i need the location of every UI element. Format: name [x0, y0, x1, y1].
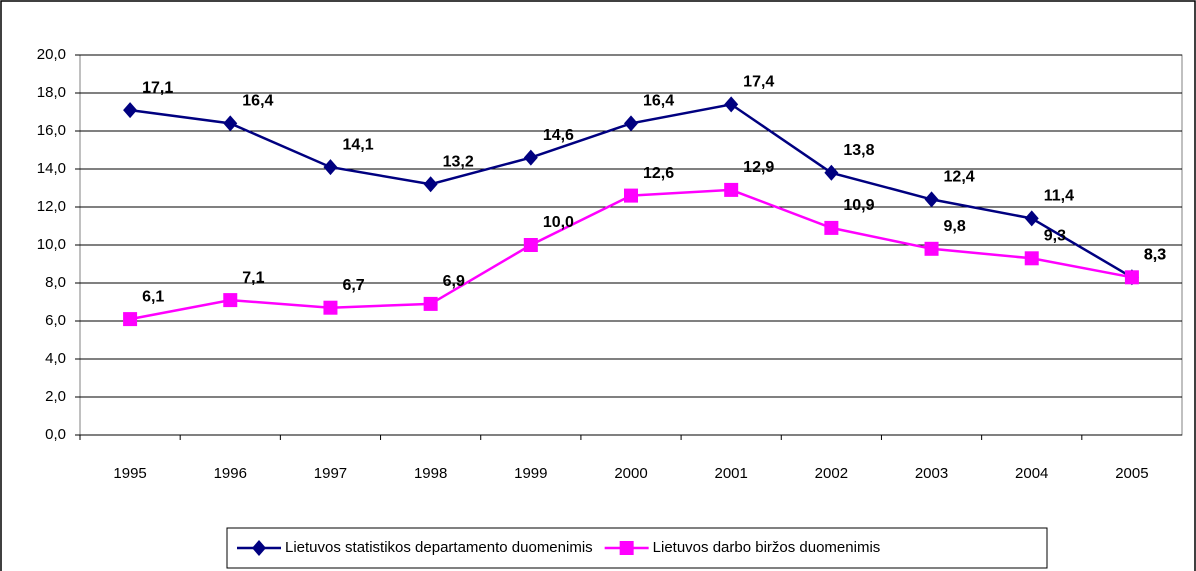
x-tick-label: 1996	[214, 465, 247, 482]
data-label: 13,8	[843, 142, 874, 159]
y-tick-label: 14,0	[37, 160, 66, 177]
data-point	[824, 164, 839, 181]
data-point	[123, 102, 138, 119]
data-label: 12,6	[643, 165, 674, 182]
y-tick-label: 6,0	[45, 312, 66, 329]
legend-label: Lietuvos darbo biržos duomenimis	[653, 539, 881, 556]
legend-label: Lietuvos statistikos departamento duomen…	[285, 539, 593, 556]
x-tick-label: 2001	[714, 465, 747, 482]
data-label: 14,1	[342, 136, 373, 153]
x-tick-label: 1997	[314, 465, 347, 482]
x-tick-label: 1998	[414, 465, 447, 482]
data-point	[323, 159, 338, 176]
x-tick-label: 2003	[915, 465, 948, 482]
data-label: 16,4	[643, 93, 674, 110]
data-point	[624, 188, 638, 203]
x-tick-label: 2005	[1115, 465, 1148, 482]
data-label: 13,2	[443, 153, 474, 170]
legend-box	[226, 527, 1048, 569]
data-point	[924, 191, 939, 208]
y-tick-label: 4,0	[45, 350, 66, 367]
data-point	[223, 293, 238, 308]
data-label: 14,6	[543, 127, 574, 144]
legend-marker	[619, 541, 634, 555]
y-tick-label: 20,0	[37, 46, 66, 63]
data-label: 6,9	[443, 273, 465, 290]
data-point	[924, 241, 939, 256]
y-tick-label: 0,0	[45, 426, 66, 443]
y-tick-label: 12,0	[37, 198, 66, 215]
data-point	[123, 312, 138, 327]
data-label: 11,4	[1044, 188, 1074, 205]
data-point	[624, 115, 638, 132]
data-label: 10,0	[543, 214, 574, 231]
data-label: 12,4	[944, 169, 975, 186]
y-tick-label: 16,0	[37, 122, 66, 139]
data-point	[824, 220, 839, 235]
legend-marker	[252, 540, 266, 556]
x-tick-label: 2002	[815, 465, 848, 482]
data-label: 12,9	[743, 159, 774, 176]
y-tick-label: 8,0	[45, 274, 66, 291]
y-tick-label: 10,0	[37, 236, 66, 253]
data-point	[223, 115, 238, 132]
data-point	[724, 96, 739, 113]
data-label: 10,9	[843, 197, 874, 214]
data-point	[423, 296, 438, 311]
data-point	[523, 238, 538, 252]
x-tick-label: 1995	[113, 465, 146, 482]
data-label: 7,1	[242, 269, 264, 286]
data-label: 8,3	[1144, 247, 1166, 264]
data-label: 16,4	[242, 93, 273, 110]
data-label: 9,3	[1044, 228, 1066, 245]
data-label: 17,4	[743, 74, 774, 91]
data-label: 6,7	[342, 277, 364, 294]
data-point	[1024, 210, 1039, 227]
y-tick-label: 2,0	[45, 388, 66, 405]
y-tick-label: 18,0	[37, 84, 66, 101]
data-label: 6,1	[142, 288, 164, 305]
data-point	[323, 300, 338, 315]
data-point	[1124, 270, 1139, 285]
x-tick-label: 2000	[614, 465, 647, 482]
data-point	[523, 149, 538, 166]
data-label: 17,1	[142, 79, 173, 96]
data-label: 9,8	[944, 218, 966, 235]
data-point	[423, 176, 438, 193]
data-label: 8,3	[1144, 247, 1166, 264]
data-point	[1024, 251, 1039, 266]
data-point	[724, 182, 739, 197]
x-tick-label: 1999	[514, 465, 547, 482]
x-tick-label: 2004	[1015, 465, 1048, 482]
